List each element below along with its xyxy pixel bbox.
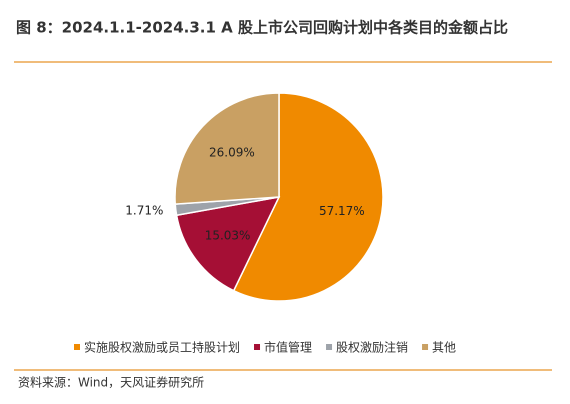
legend-swatch — [254, 344, 261, 350]
legend-label: 市值管理 — [264, 340, 312, 355]
legend-swatch — [422, 344, 429, 350]
value-label: 15.03% — [205, 228, 251, 242]
pie-slice — [232, 92, 384, 302]
value-label: 26.09% — [209, 145, 255, 159]
chart-title: 图 8：2024.1.1-2024.3.1 A 股上市公司回购计划中各类目的金额… — [16, 19, 508, 37]
value-label: 57.17% — [319, 204, 365, 218]
legend-label: 其他 — [432, 341, 456, 355]
legend-swatch — [326, 344, 333, 350]
value-label: 1.71% — [125, 204, 163, 218]
legend-label: 实施股权激励或员工持股计划 — [84, 340, 240, 355]
legend-label: 股权激励注销 — [336, 340, 408, 355]
pie-slice — [175, 196, 281, 292]
source: 资料来源：Wind，天风证券研究所 — [18, 375, 204, 390]
pie-slice — [174, 92, 280, 205]
legend-swatch — [74, 344, 80, 350]
